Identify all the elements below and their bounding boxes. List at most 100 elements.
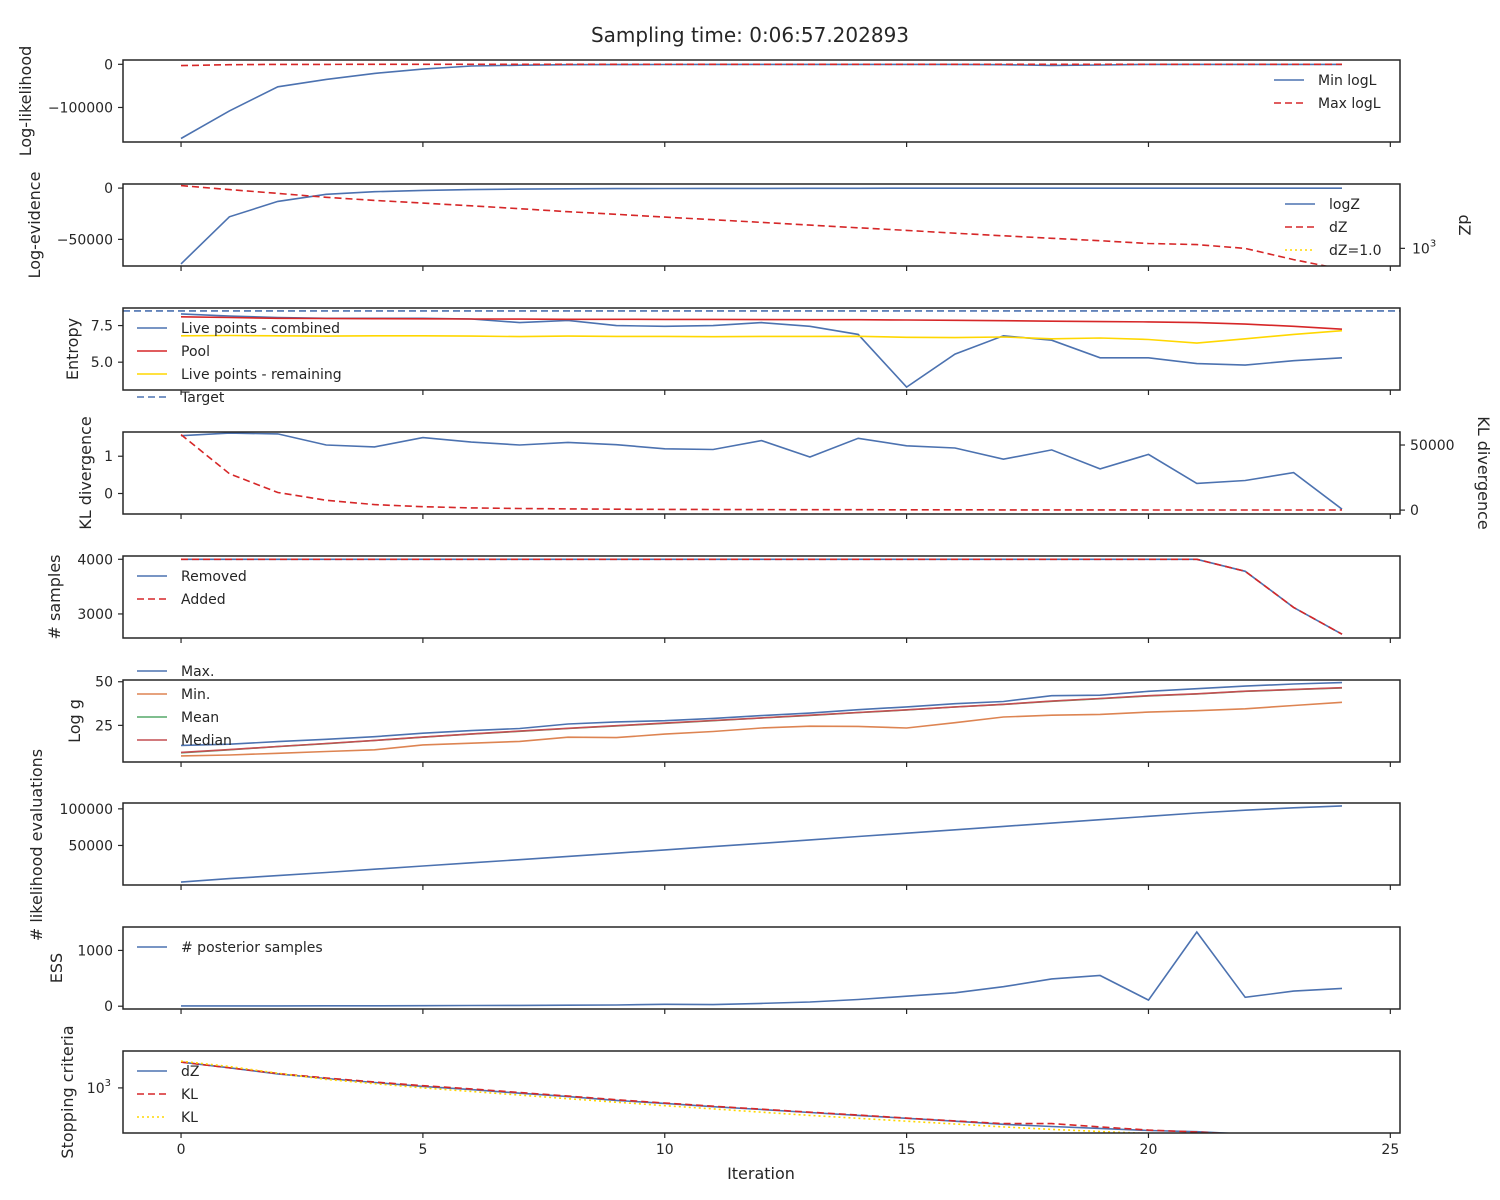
y-axis-label: KL divergence: [76, 416, 95, 529]
panel-3: 7.5 5.0 Entropy Live points - combined Pool L…: [63, 307, 1401, 406]
figure-title: Sampling time: 0:06:57.202893: [591, 23, 909, 47]
legend-label: dZ: [181, 1064, 199, 1080]
series-line-3: [180, 329, 1343, 344]
x-tick-label: 20: [1140, 1142, 1158, 1158]
plot-area: [181, 930, 1343, 1007]
y-axis-label: Log g: [65, 699, 84, 743]
panel-frame: [122, 555, 1401, 639]
panel-frame: [122, 679, 1401, 763]
y-tick-label: 1: [104, 449, 113, 465]
y-tick-label: 5.0: [91, 355, 113, 371]
y-axis-label: Log-likelihood: [16, 46, 35, 157]
x-tick-label: 15: [898, 1142, 916, 1158]
series-line-2: [180, 1061, 1234, 1133]
series-line-2: [181, 558, 1343, 635]
y-tick-label: −50000: [57, 232, 113, 248]
y-axis-label: # samples: [45, 555, 64, 640]
right-y-axis-label: dZ: [1455, 214, 1474, 235]
plot-area: [181, 558, 1343, 635]
y-tick-label: 1000: [77, 943, 113, 959]
y-tick-label: 103: [87, 1078, 111, 1097]
legend-label: dZ=1.0: [1329, 243, 1381, 259]
y-axis-label: Entropy: [63, 318, 82, 380]
panel-2: 0 −50000 103 Log-evidence dZ logZ dZ dZ=1.0: [25, 172, 1474, 279]
y-tick-label: 0: [104, 487, 113, 503]
right-y-axis-label: KL divergence: [1474, 416, 1493, 529]
y-tick-label: 25: [95, 718, 113, 734]
series-line-1: [180, 63, 1342, 140]
x-tick-label: 25: [1381, 1142, 1399, 1158]
right-y-tick-label: 103: [1412, 238, 1436, 257]
right-y-tick-label: 50000: [1410, 438, 1455, 454]
panel-6: 50 25 Log g Max. Min. Mean Median: [65, 664, 1401, 767]
y-tick-label: 50: [95, 675, 113, 691]
x-axis-label: Iteration: [727, 1164, 795, 1183]
y-axis-label: Log-evidence: [25, 172, 44, 279]
right-y-tick-label: 0: [1410, 503, 1419, 519]
legend-label: KL: [181, 1087, 198, 1103]
panel-1: 0 −100000 Log-likelihood Min logL Max logL: [16, 46, 1401, 157]
y-tick-label: 0: [104, 181, 113, 197]
plot-area: [180, 432, 1343, 511]
series-line-1: [180, 1061, 1240, 1133]
series-line-1: [180, 432, 1343, 510]
plot-area: [180, 1060, 1240, 1133]
y-tick-label: 7.5: [91, 319, 113, 335]
y-axis-label: ESS: [47, 953, 66, 983]
series-line-1: [180, 187, 1342, 265]
series-line-3: [180, 687, 1343, 754]
series-line-1: [180, 313, 1343, 389]
legend-label: Added: [181, 592, 226, 608]
panel-frame: [122, 183, 1401, 267]
y-axis-label: Stopping criteria: [58, 1025, 77, 1158]
panel-frame: [122, 802, 1401, 886]
x-tick-label: 0: [177, 1142, 186, 1158]
series-line-1: [180, 805, 1343, 883]
y-tick-label: 100000: [60, 802, 113, 818]
panel-9: 103 0 5 10 15 20 25 Stopping criteria dZ KL KL: [58, 1025, 1401, 1159]
x-tick-label: 10: [656, 1142, 674, 1158]
panel-frame: [122, 59, 1401, 143]
panel-frame: [122, 1050, 1401, 1134]
series-line-2: [180, 63, 1342, 67]
legend-label: Removed: [181, 569, 247, 585]
legend-label: Min logL: [1318, 73, 1377, 89]
legend-label: Max.: [181, 664, 214, 680]
plot-area: [123, 310, 1400, 389]
series-line-2: [180, 433, 1342, 511]
legend-label: Target: [180, 390, 225, 406]
panel-4: 1 0 50000 0 KL divergence KL divergence: [76, 416, 1493, 529]
plot-area: [180, 681, 1343, 757]
legend-label: Live points - remaining: [181, 367, 342, 383]
x-tick-label: 5: [418, 1142, 427, 1158]
legend-label: Live points - combined: [181, 321, 340, 337]
legend-label: Mean: [181, 710, 219, 726]
panel-frame: [122, 926, 1401, 1010]
y-tick-label: 3000: [77, 607, 113, 623]
series-line-4: [180, 686, 1343, 754]
y-tick-label: 0: [104, 57, 113, 73]
series-line-2: [180, 701, 1343, 757]
series-line-3: [180, 1060, 1157, 1133]
y-tick-label: −100000: [48, 100, 113, 116]
legend-label: logZ: [1329, 197, 1360, 213]
y-tick-label: 0: [104, 999, 113, 1015]
panels: 0 −100000 Log-likelihood Min logL Max logL 0 −…: [16, 46, 1493, 1159]
legend-label: dZ: [1329, 220, 1347, 236]
legend-label: Min.: [181, 687, 210, 703]
plot-area: [180, 184, 1342, 266]
panel-5: 4000 3000 # samples Removed Added: [45, 552, 1401, 643]
panel-frame: [122, 431, 1401, 515]
series-line-1: [181, 558, 1343, 635]
panel-frame: [122, 307, 1401, 391]
plot-area: [180, 63, 1342, 140]
panel-8: 1000 0 ESS # posterior samples: [47, 926, 1401, 1015]
legend-label: Pool: [181, 344, 210, 360]
panel-7: 100000 50000 # likelihood evaluations: [27, 749, 1401, 941]
y-axis-label: # likelihood evaluations: [27, 749, 46, 941]
legend-label: Median: [181, 733, 232, 749]
series-line-1: [180, 681, 1343, 747]
series-line-2: [180, 316, 1343, 330]
plot-area: [180, 805, 1343, 883]
